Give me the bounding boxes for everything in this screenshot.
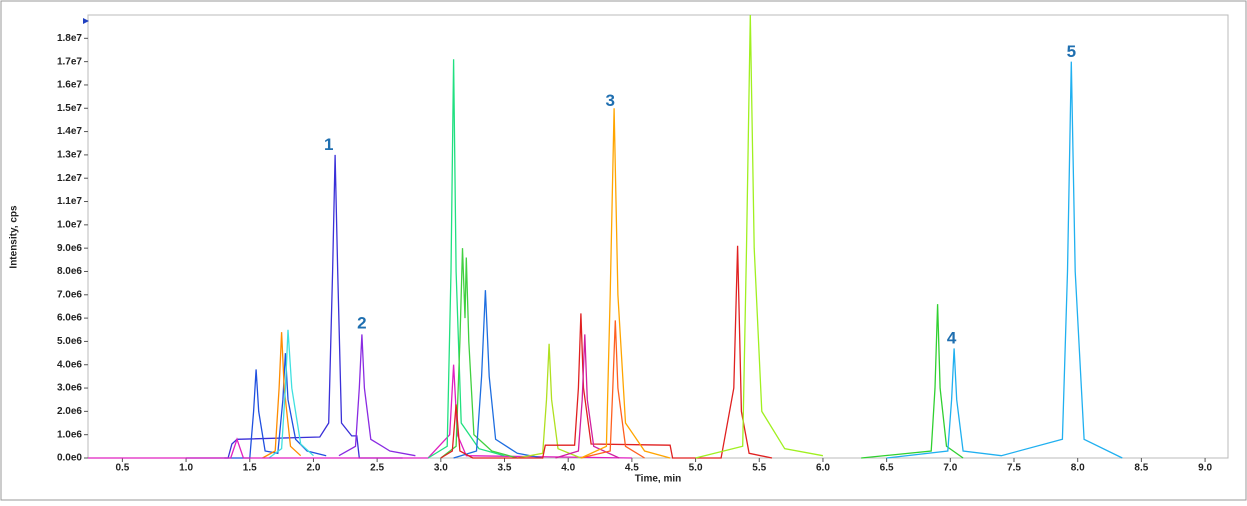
x-axis-title: Time, min bbox=[635, 474, 682, 485]
x-tick-label: 3.5 bbox=[498, 463, 512, 474]
x-tick-label: 9.0 bbox=[1198, 463, 1212, 474]
x-tick-label: 7.5 bbox=[1007, 463, 1021, 474]
y-tick-label: 1.1e7 bbox=[57, 196, 82, 207]
y-tick-label: 1.6e7 bbox=[57, 80, 82, 91]
trace bbox=[440, 248, 518, 459]
trace bbox=[517, 343, 582, 459]
x-tick-label: 2.5 bbox=[370, 463, 384, 474]
x-tick-label: 8.5 bbox=[1134, 463, 1148, 474]
x-tick-label: 5.5 bbox=[752, 463, 766, 474]
trace bbox=[886, 61, 1123, 459]
y-tick-label: 1.0e6 bbox=[57, 429, 82, 440]
trace bbox=[555, 334, 620, 459]
trace bbox=[224, 353, 327, 459]
x-tick-label: 3.0 bbox=[434, 463, 448, 474]
y-tick-label: 0.0e0 bbox=[57, 453, 82, 464]
y-tick-label: 2.0e6 bbox=[57, 406, 82, 417]
x-tick-label: 2.0 bbox=[306, 463, 320, 474]
y-tick-label: 5.0e6 bbox=[57, 336, 82, 347]
trace bbox=[88, 364, 632, 459]
y-tick-label: 1.0e7 bbox=[57, 219, 82, 230]
x-tick-label: 5.0 bbox=[689, 463, 703, 474]
trace bbox=[262, 332, 302, 459]
trace bbox=[427, 59, 505, 459]
y-tick-label: 8.0e6 bbox=[57, 266, 82, 277]
trace bbox=[440, 245, 773, 459]
y-tick-label: 3.0e6 bbox=[57, 383, 82, 394]
y-tick-label: 6.0e6 bbox=[57, 313, 82, 324]
peak-label: 1 bbox=[324, 135, 333, 154]
x-tick-label: 4.5 bbox=[625, 463, 639, 474]
y-tick-label: 4.0e6 bbox=[57, 359, 82, 370]
y-tick-label: 1.3e7 bbox=[57, 150, 82, 161]
trace bbox=[338, 334, 416, 457]
trace bbox=[695, 14, 824, 459]
x-tick-label: 6.5 bbox=[880, 463, 894, 474]
y-axis-title: Intensity, cps bbox=[9, 205, 20, 269]
trace bbox=[580, 108, 671, 459]
peak-label: 2 bbox=[357, 313, 366, 332]
x-tick-label: 0.5 bbox=[115, 463, 129, 474]
y-tick-label: 1.2e7 bbox=[57, 173, 82, 184]
plot-area bbox=[87, 14, 1229, 459]
y-tick-label: 1.5e7 bbox=[57, 103, 82, 114]
y-tick-label: 1.4e7 bbox=[57, 126, 82, 137]
trace bbox=[268, 329, 314, 459]
y-tick-label: 1.7e7 bbox=[57, 56, 82, 67]
x-tick-label: 1.5 bbox=[243, 463, 257, 474]
peak-label: 5 bbox=[1067, 42, 1076, 61]
trace bbox=[861, 304, 964, 459]
x-tick-label: 7.0 bbox=[943, 463, 957, 474]
marker bbox=[83, 18, 89, 24]
trace bbox=[453, 290, 543, 459]
x-tick-label: 6.0 bbox=[816, 463, 830, 474]
y-tick-label: 7.0e6 bbox=[57, 289, 82, 300]
trace bbox=[580, 320, 645, 459]
peak-label: 4 bbox=[947, 329, 957, 348]
y-tick-label: 1.8e7 bbox=[57, 33, 82, 44]
x-tick-label: 4.0 bbox=[561, 463, 575, 474]
x-tick-label: 8.0 bbox=[1071, 463, 1085, 474]
x-tick-label: 1.0 bbox=[179, 463, 193, 474]
peak-label: 3 bbox=[606, 91, 615, 110]
y-tick-label: 9.0e6 bbox=[57, 243, 82, 254]
